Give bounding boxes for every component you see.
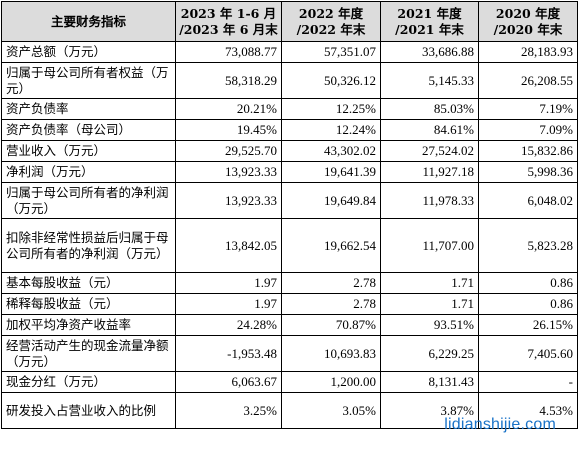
cell-value: 19.45%: [175, 119, 282, 141]
cell-value: 57,351.07: [281, 41, 381, 63]
header-period-2021: 2021 年度 /2021 年末: [380, 1, 479, 42]
table-row: 资产总额（万元） 73,088.77 57,351.07 33,686.88 2…: [1, 41, 578, 63]
cell-value: 5,998.36: [478, 161, 578, 183]
cell-value: 11,978.33: [380, 182, 479, 219]
cell-value: 11,927.18: [380, 161, 479, 183]
row-label: 经营活动产生的现金流量净额（万元）: [1, 335, 176, 372]
table-row: 现金分红（万元） 6,063.67 1,200.00 8,131.43 -: [1, 371, 578, 393]
cell-value: 7,405.60: [478, 335, 578, 372]
cell-value: 24.28%: [175, 314, 282, 336]
row-label: 资产总额（万元）: [1, 41, 176, 63]
cell-value: 33,686.88: [380, 41, 479, 63]
cell-value: 15,832.86: [478, 140, 578, 162]
financial-indicators-table: 主要财务指标 2023 年 1-6 月 /2023 年 6 月末 2022 年度…: [1, 1, 578, 429]
table-row: 稀释每股收益（元） 1.97 2.78 1.71 0.86: [1, 293, 578, 315]
cell-value: 1.71: [380, 293, 479, 315]
cell-value: 50,326.12: [281, 62, 381, 99]
table-row: 资产负债率 20.21% 12.25% 85.03% 7.19%: [1, 98, 578, 120]
row-label: 净利润（万元）: [1, 161, 176, 183]
row-label: 基本每股收益（元）: [1, 272, 176, 294]
cell-value: 11,707.00: [380, 218, 479, 273]
cell-value: 10,693.83: [281, 335, 381, 372]
header-period-2023h1: 2023 年 1-6 月 /2023 年 6 月末: [175, 1, 282, 42]
cell-value: 19,649.84: [281, 182, 381, 219]
table-row: 归属于母公司所有者权益（万元） 58,318.29 50,326.12 5,14…: [1, 62, 578, 99]
row-label: 稀释每股收益（元）: [1, 293, 176, 315]
cell-value: 7.09%: [478, 119, 578, 141]
cell-value: 6,063.67: [175, 371, 282, 393]
cell-value: 1,200.00: [281, 371, 381, 393]
cell-value: 26.15%: [478, 314, 578, 336]
cell-value: 3.05%: [281, 392, 381, 429]
cell-value: 12.25%: [281, 98, 381, 120]
table-row: 加权平均净资产收益率 24.28% 70.87% 93.51% 26.15%: [1, 314, 578, 336]
cell-value: 6,229.25: [380, 335, 479, 372]
row-label: 营业收入（万元）: [1, 140, 176, 162]
cell-value: 19,641.39: [281, 161, 381, 183]
table-row: 经营活动产生的现金流量净额（万元） -1,953.48 10,693.83 6,…: [1, 335, 578, 372]
cell-value: 1.71: [380, 272, 479, 294]
cell-value: 8,131.43: [380, 371, 479, 393]
table-row: 归属于母公司所有者的净利润（万元） 13,923.33 19,649.84 11…: [1, 182, 578, 219]
cell-value: 13,923.33: [175, 161, 282, 183]
row-label: 加权平均净资产收益率: [1, 314, 176, 336]
cell-value: -1,953.48: [175, 335, 282, 372]
row-label: 归属于母公司所有者权益（万元）: [1, 62, 176, 99]
cell-value: 5,823.28: [478, 218, 578, 273]
cell-value: 27,524.02: [380, 140, 479, 162]
cell-value: 3.25%: [175, 392, 282, 429]
cell-value: 19,662.54: [281, 218, 381, 273]
cell-value: 28,183.93: [478, 41, 578, 63]
cell-value: 93.51%: [380, 314, 479, 336]
cell-value: 26,208.55: [478, 62, 578, 99]
cell-value: 6,048.02: [478, 182, 578, 219]
cell-value: 70.87%: [281, 314, 381, 336]
row-label: 资产负债率: [1, 98, 176, 120]
cell-value: 5,145.33: [380, 62, 479, 99]
row-label: 资产负债率（母公司）: [1, 119, 176, 141]
cell-value: 13,842.05: [175, 218, 282, 273]
cell-value: 13,923.33: [175, 182, 282, 219]
cell-value: 2.78: [281, 293, 381, 315]
row-label: 研发投入占营业收入的比例: [1, 392, 176, 429]
table-row: 营业收入（万元） 29,525.70 43,302.02 27,524.02 1…: [1, 140, 578, 162]
cell-value: 29,525.70: [175, 140, 282, 162]
cell-value: 3.87%: [380, 392, 479, 429]
cell-value: 43,302.02: [281, 140, 381, 162]
header-period-2022: 2022 年度 /2022 年末: [281, 1, 381, 42]
table-row: 基本每股收益（元） 1.97 2.78 1.71 0.86: [1, 272, 578, 294]
cell-value: 85.03%: [380, 98, 479, 120]
cell-value: 7.19%: [478, 98, 578, 120]
cell-value: 58,318.29: [175, 62, 282, 99]
row-label: 归属于母公司所有者的净利润（万元）: [1, 182, 176, 219]
cell-value: 20.21%: [175, 98, 282, 120]
table-row: 净利润（万元） 13,923.33 19,641.39 11,927.18 5,…: [1, 161, 578, 183]
cell-value: 0.86: [478, 272, 578, 294]
cell-value: 1.97: [175, 293, 282, 315]
cell-value: 73,088.77: [175, 41, 282, 63]
row-label: 扣除非经常性损益后归属于母公司所有者的净利润（万元）: [1, 218, 176, 273]
cell-value: 1.97: [175, 272, 282, 294]
cell-value: 12.24%: [281, 119, 381, 141]
row-label: 现金分红（万元）: [1, 371, 176, 393]
table-row: 资产负债率（母公司） 19.45% 12.24% 84.61% 7.09%: [1, 119, 578, 141]
cell-value: 2.78: [281, 272, 381, 294]
cell-value: 0.86: [478, 293, 578, 315]
cell-value: -: [478, 371, 578, 393]
cell-value: 4.53%: [478, 392, 578, 429]
cell-value: 84.61%: [380, 119, 479, 141]
header-row: 主要财务指标 2023 年 1-6 月 /2023 年 6 月末 2022 年度…: [1, 1, 578, 42]
header-label: 主要财务指标: [1, 1, 176, 42]
site-watermark: lidianshijie.com: [444, 416, 556, 433]
table-row: 研发投入占营业收入的比例 3.25% 3.05% 3.87% 4.53%: [1, 392, 578, 429]
header-period-2020: 2020 年度 /2020 年末: [478, 1, 578, 42]
table-row: 扣除非经常性损益后归属于母公司所有者的净利润（万元） 13,842.05 19,…: [1, 218, 578, 273]
